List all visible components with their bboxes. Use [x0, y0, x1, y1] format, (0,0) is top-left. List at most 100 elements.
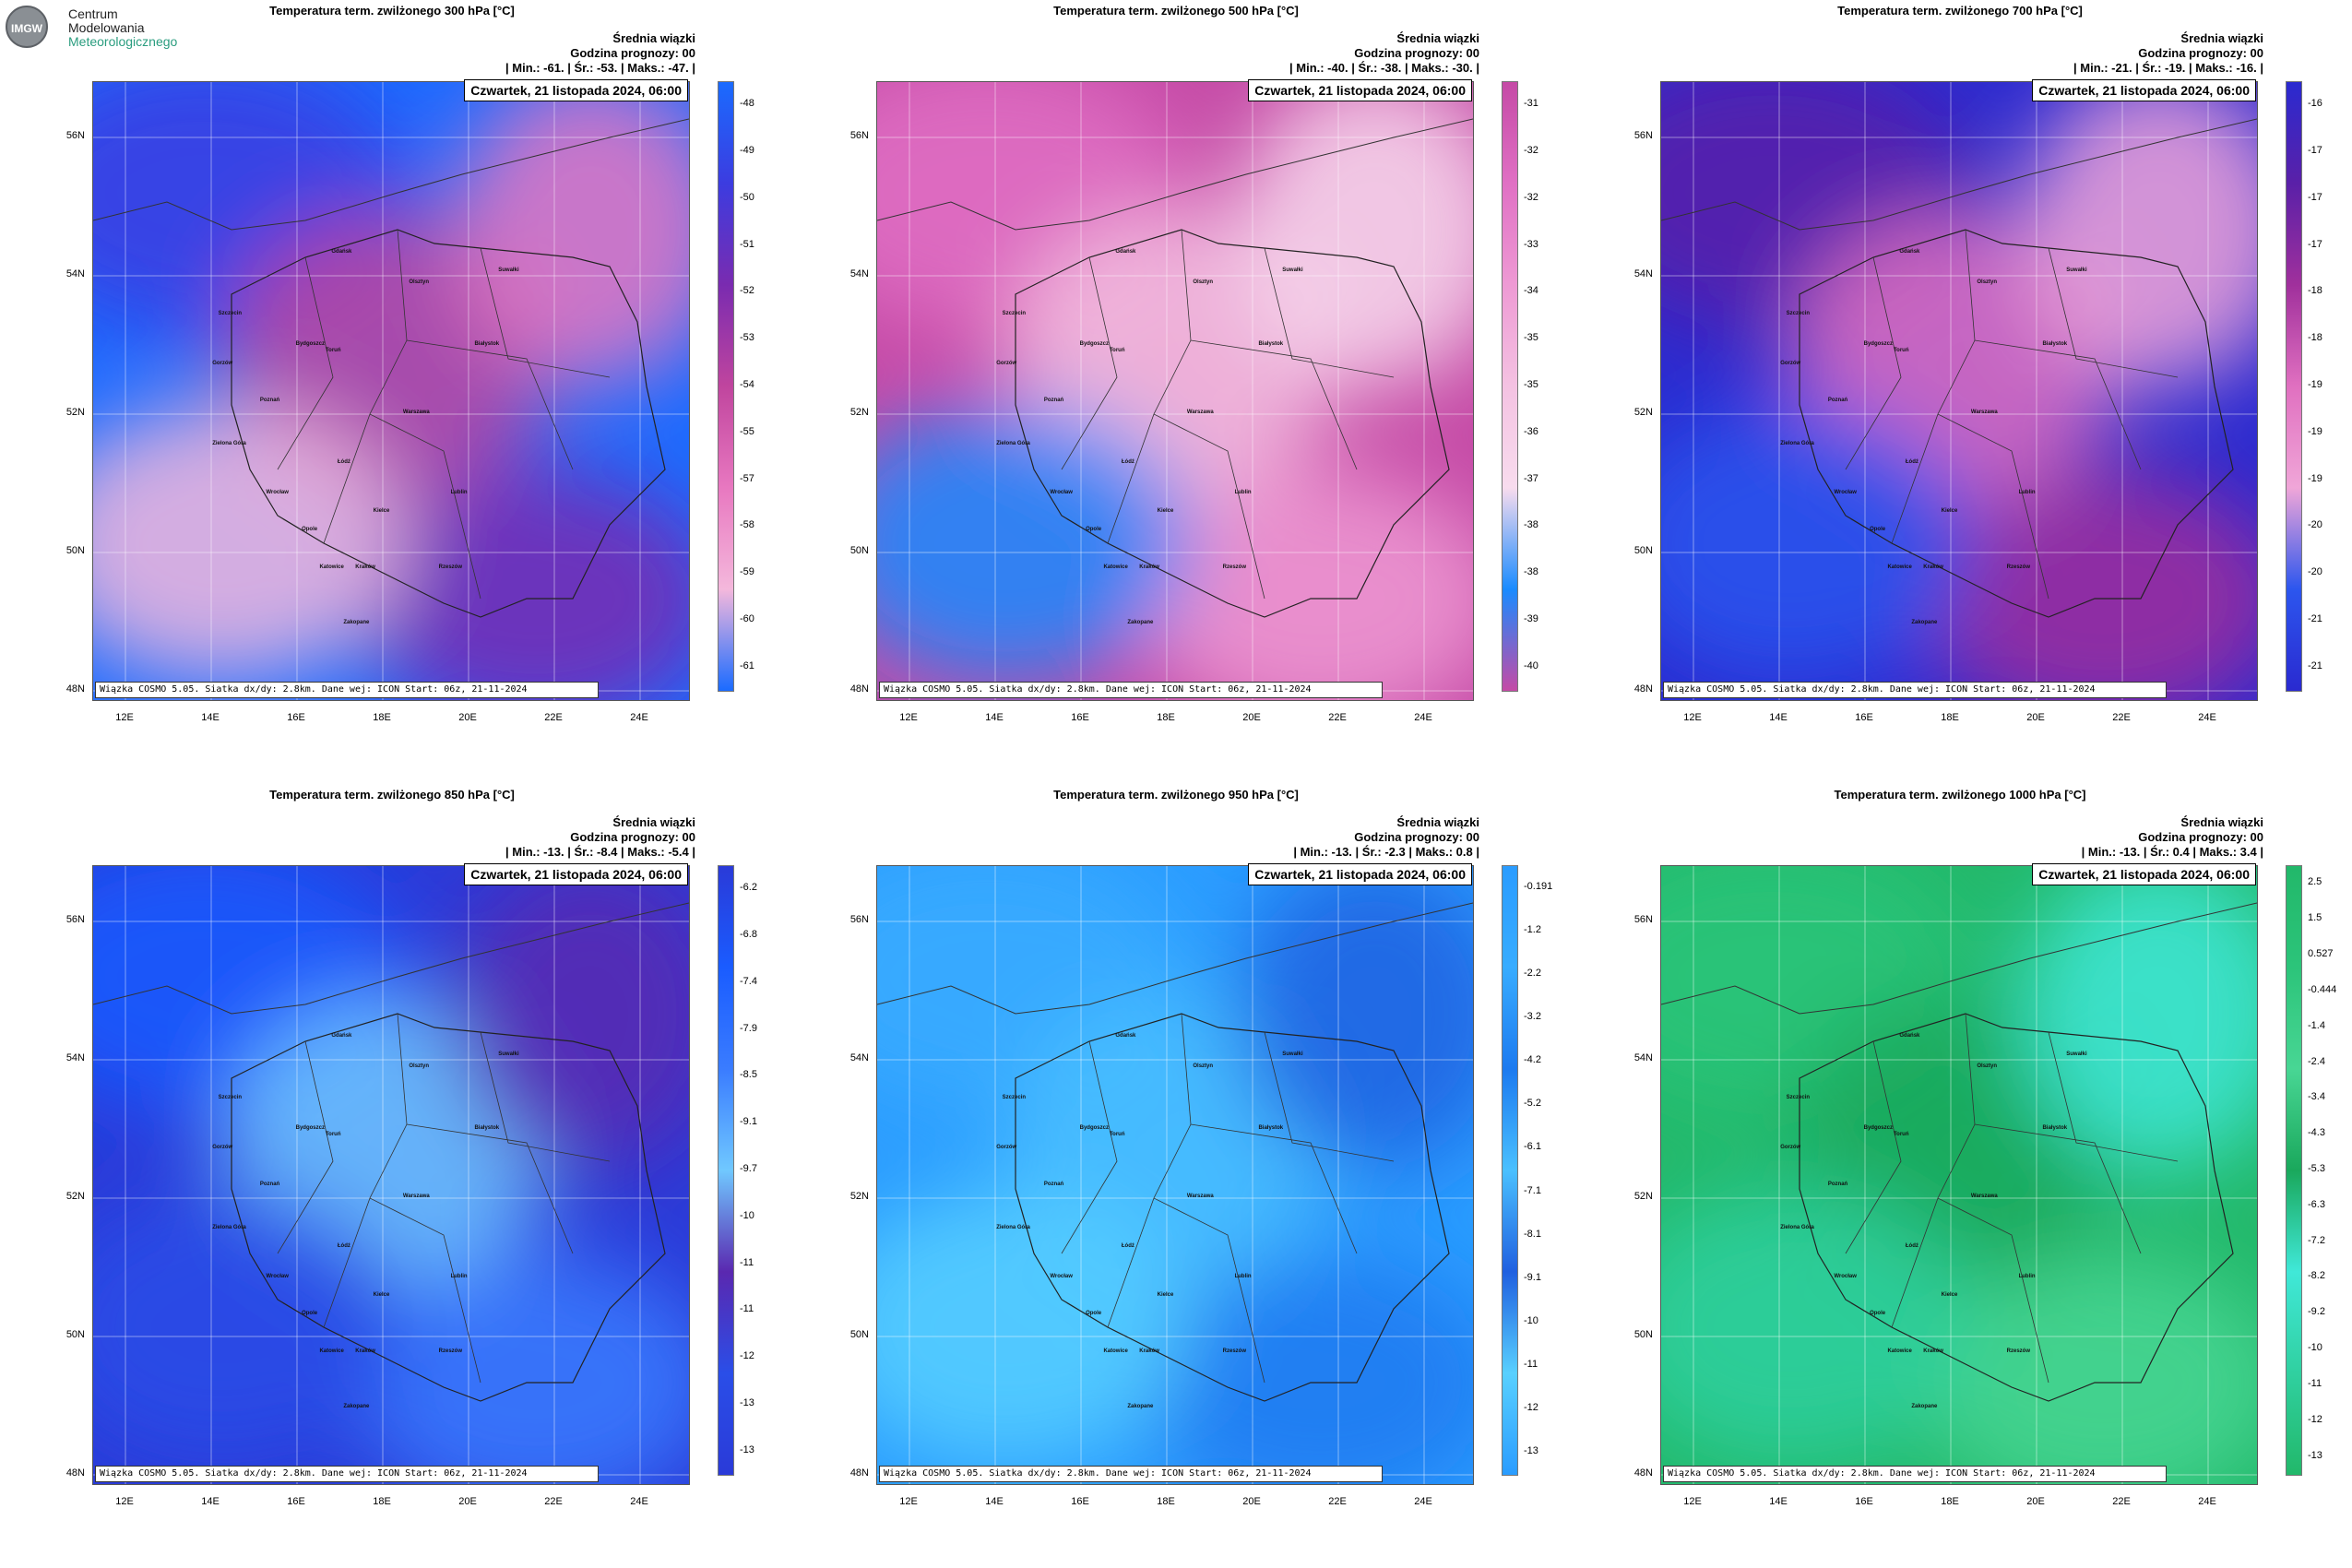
city-label: Opole: [1086, 527, 1102, 533]
stats-label: | Min.: -61. | Śr.: -53. | Maks.: -47. |: [505, 61, 695, 75]
colorbar-tick-label: -12: [740, 1350, 754, 1362]
city-label: Zakopane: [343, 619, 370, 625]
latitude-tick-label: 50N: [65, 1329, 85, 1340]
colorbar-tick-label: -3.2: [1524, 1011, 1541, 1022]
longitude-tick-label: 16E: [1071, 1496, 1089, 1507]
city-label: Białystok: [1258, 1125, 1284, 1132]
city-label: Suwałki: [1282, 1051, 1303, 1057]
city-label: Bydgoszcz: [295, 341, 325, 348]
city-label: Warszawa: [402, 410, 430, 416]
colorbar-tick-label: -52: [740, 285, 754, 297]
latitude-tick-label: 50N: [65, 545, 85, 556]
panel-info: Średnia wiązki Godzina prognozy: 00 | Min.…: [2082, 815, 2263, 860]
city-label: Katowice: [1887, 1348, 1912, 1354]
city-label: Toruń: [1893, 348, 1909, 354]
colorbar-tick-label: -13: [740, 1396, 754, 1408]
latitude-tick-label: 50N: [1633, 1329, 1653, 1340]
city-label: Wrocław: [266, 490, 289, 496]
longitude-tick-label: 20E: [2026, 712, 2045, 723]
city-label: Lublin: [2018, 490, 2036, 496]
city-label: Warszawa: [1970, 410, 1998, 416]
city-label: Białystok: [2042, 341, 2068, 348]
longitude-tick-label: 24E: [2198, 1496, 2216, 1507]
city-label: Zakopane: [343, 1403, 370, 1409]
source-note: Wiązka COSMO 5.05. Siatka dx/dy: 2.8km. …: [1663, 682, 2167, 698]
city-label: Katowice: [319, 1348, 344, 1354]
city-label: Suwałki: [1282, 267, 1303, 273]
city-label: Opole: [1870, 1311, 1886, 1317]
panel-title: Temperatura term. zwilżonego 500 hPa [°C…: [1053, 4, 1299, 18]
longitude-tick-label: 24E: [1414, 712, 1432, 723]
panel-info: Średnia wiązki Godzina prognozy: 00 | Min.…: [505, 31, 695, 76]
longitude-tick-label: 18E: [373, 1496, 391, 1507]
colorbar-tick-label: -17: [2308, 191, 2322, 203]
city-label: Gdańsk: [1115, 248, 1136, 255]
colorbar-tick-label: -39: [1524, 612, 1538, 624]
field-blob: [453, 82, 689, 386]
latitude-tick-label: 48N: [1633, 1467, 1653, 1479]
longitude-tick-label: 24E: [2198, 712, 2216, 723]
map-panel: Temperatura term. zwilżonego 1000 hPa [°…: [1568, 784, 2352, 1568]
longitude-tick-label: 14E: [201, 712, 220, 723]
city-label: Kielce: [373, 1292, 390, 1299]
coastline: [877, 902, 1473, 1015]
city-label: Gorzów: [212, 360, 233, 366]
city-label: Gdańsk: [331, 248, 352, 255]
city-label: Kraków: [355, 564, 375, 570]
colorbar-tick-label: -1.2: [1524, 923, 1541, 935]
longitude-tick-label: 16E: [287, 712, 305, 723]
city-label: Olsztyn: [1977, 279, 1998, 286]
colorbar-tick-label: -48: [740, 98, 754, 110]
city-label: Suwałki: [2066, 267, 2087, 273]
colorbar-tick-label: -7.9: [740, 1022, 757, 1034]
temperature-field: [93, 866, 689, 1484]
colorbar-tick-label: -7.2: [2308, 1234, 2325, 1246]
city-label: Szczecin: [1786, 310, 1811, 316]
ensemble-mean-label: Średnia wiązki: [2180, 31, 2263, 45]
field-blob: [93, 1189, 407, 1466]
voivodeship-borders: [1061, 229, 1395, 600]
coastline: [1661, 902, 2257, 1015]
colorbar-tick-label: -9.7: [740, 1163, 757, 1174]
imgw-logo: IMGW Centrum Modelowania Meteorologiczne…: [6, 4, 181, 50]
colorbar-tick-label: -17: [2308, 145, 2322, 157]
ensemble-mean-label: Średnia wiązki: [1396, 815, 1479, 829]
longitude-tick-label: 12E: [899, 712, 918, 723]
longitude-tick-label: 18E: [1157, 1496, 1175, 1507]
city-label: Gdańsk: [331, 1032, 352, 1039]
longitude-tick-label: 14E: [1769, 1496, 1788, 1507]
longitude-tick-label: 12E: [115, 712, 134, 723]
longitude-tick-label: 22E: [1328, 712, 1347, 723]
longitude-tick-label: 22E: [2112, 712, 2131, 723]
city-label: Toruń: [1109, 1132, 1125, 1138]
poland-border: [1799, 1013, 2234, 1402]
colorbar-tick-label: -9.2: [2308, 1306, 2325, 1318]
source-note: Wiązka COSMO 5.05. Siatka dx/dy: 2.8km. …: [879, 1466, 1383, 1482]
latitude-tick-label: 56N: [1633, 914, 1653, 925]
city-label: Kielce: [1157, 508, 1174, 515]
latitude-tick-label: 54N: [65, 1052, 85, 1063]
city-label: Zielona Góra: [1780, 1224, 1814, 1230]
field-blob: [453, 866, 689, 1170]
colorbar-tick-label: -10: [1524, 1315, 1538, 1326]
colorbar-tick-label: 0.527: [2308, 948, 2334, 960]
city-label: Szczecin: [1002, 1094, 1027, 1100]
colorbar-tick-label: -0.444: [2308, 983, 2337, 995]
field-blob: [1135, 469, 1473, 700]
city-label: Szczecin: [1786, 1094, 1811, 1100]
map-area: Gdańsk Olsztyn Suwałki Szczecin Bydgoszcz Tor…: [1660, 81, 2258, 701]
poland-border: [231, 1013, 666, 1402]
forecast-hour-label: Godzina prognozy: 00: [570, 830, 695, 844]
colorbar-tick-label: -13: [1524, 1445, 1538, 1457]
field-blob: [1237, 866, 1473, 1170]
city-label: Warszawa: [1970, 1194, 1998, 1200]
latitude-tick-label: 48N: [1633, 683, 1653, 695]
map-panel: Temperatura term. zwilżonego 700 hPa [°C…: [1568, 0, 2352, 784]
coastline: [877, 118, 1473, 231]
city-label: Gorzów: [1780, 360, 1801, 366]
panel-title: Temperatura term. zwilżonego 850 hPa [°C…: [269, 788, 515, 802]
longitude-tick-label: 24E: [630, 712, 648, 723]
panel-info: Średnia wiązki Godzina prognozy: 00 | Min.…: [1289, 31, 1479, 76]
colorbar-tick-label: -60: [740, 612, 754, 624]
colorbar-tick-label: -11: [2308, 1377, 2322, 1389]
